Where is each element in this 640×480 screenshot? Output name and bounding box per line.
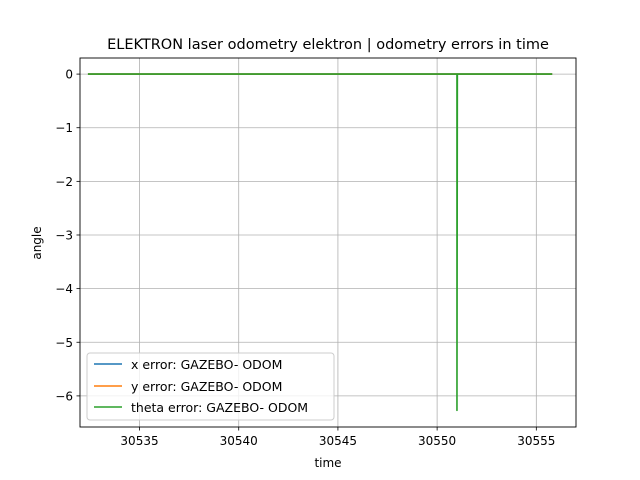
legend-label-x-error: x error: GAZEBO- ODOM xyxy=(131,357,282,372)
x-tick-label: 30535 xyxy=(120,434,158,448)
x-tick-label: 30540 xyxy=(220,434,258,448)
legend-label-y-error: y error: GAZEBO- ODOM xyxy=(131,379,282,394)
y-tick-label: −2 xyxy=(55,175,73,189)
y-tick-label: −1 xyxy=(55,121,73,135)
y-tick-label: −6 xyxy=(55,389,73,403)
y-tick-label: −4 xyxy=(55,282,73,296)
legend-label-theta-error: theta error: GAZEBO- ODOM xyxy=(131,400,308,415)
x-tick-label: 30555 xyxy=(517,434,555,448)
x-tick-label: 30545 xyxy=(319,434,357,448)
legend: x error: GAZEBO- ODOM y error: GAZEBO- O… xyxy=(86,352,335,421)
legend-box xyxy=(86,352,335,421)
y-tick-label: 0 xyxy=(65,68,73,82)
y-tick-label: −5 xyxy=(55,336,73,350)
series-layer xyxy=(87,73,553,412)
y-tick-label: −3 xyxy=(55,228,73,242)
chart-title: ELEKTRON laser odometry elektron | odome… xyxy=(107,37,549,53)
x-tick-label: 30550 xyxy=(418,434,456,448)
ticks: 30535 30540 30545 30550 30555 0 −1 −2 −3 −4 −5 −6 xyxy=(55,68,555,448)
x-axis-label: time xyxy=(314,456,341,470)
series-line-theta-error-gazebo-odom xyxy=(87,73,553,412)
grid xyxy=(80,58,576,427)
y-axis-label: angle xyxy=(30,226,44,259)
plot-frame xyxy=(79,57,577,428)
